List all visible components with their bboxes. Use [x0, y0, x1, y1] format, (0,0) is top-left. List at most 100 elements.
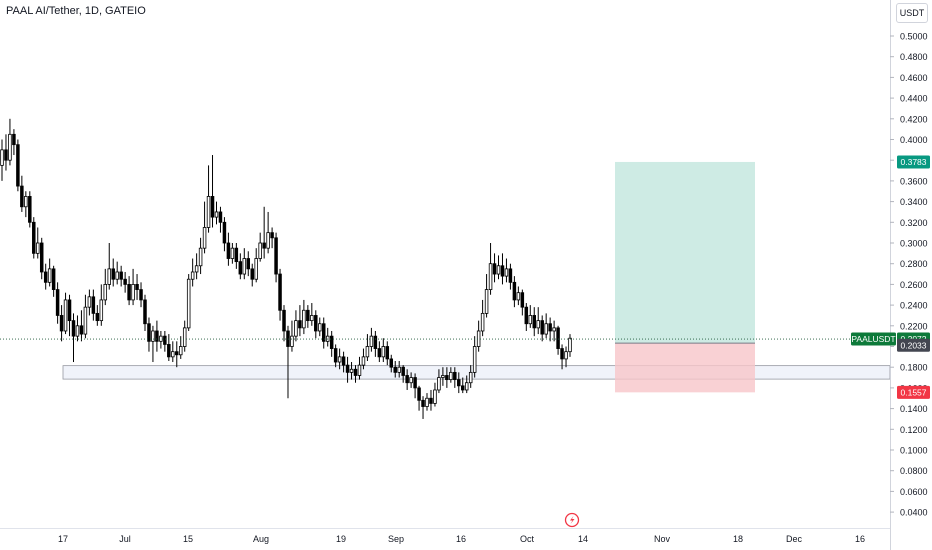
candle-body — [214, 211, 219, 218]
candle-body — [318, 323, 322, 332]
tradingview-logo-icon[interactable] — [564, 512, 580, 528]
candle-body — [270, 232, 274, 239]
x-tick-label: 14 — [578, 534, 588, 544]
candle-body — [520, 292, 525, 308]
x-tick-label: Aug — [253, 534, 269, 544]
candle-body — [39, 242, 44, 273]
x-tick-label: 15 — [183, 534, 193, 544]
candle-body — [377, 348, 382, 358]
candle — [480, 299, 485, 337]
candle-body — [480, 312, 485, 332]
candle — [43, 263, 48, 290]
candle-body — [163, 335, 167, 345]
candle — [123, 271, 127, 293]
candle — [91, 289, 96, 321]
price-axis[interactable]: 0.50000.48000.46000.44000.42000.40000.38… — [890, 32, 928, 518]
y-tick-label: 0.1400 — [900, 404, 928, 414]
candle-body — [147, 323, 151, 342]
candle — [51, 265, 56, 297]
candle-body — [210, 196, 215, 218]
candle — [294, 310, 298, 342]
candle-body — [464, 382, 469, 391]
candle — [564, 346, 568, 368]
candle-body — [369, 335, 374, 347]
loss-zone[interactable] — [615, 343, 755, 393]
candle-body — [111, 268, 115, 280]
candle-body — [337, 356, 342, 363]
candle-body — [20, 185, 24, 208]
x-tick-label: Dec — [786, 534, 803, 544]
candle — [568, 334, 572, 357]
profit-zone[interactable] — [615, 161, 755, 344]
candle — [449, 367, 453, 383]
candle-body — [425, 397, 429, 407]
y-tick-label: 0.2200 — [900, 321, 928, 331]
time-axis[interactable]: 17 Jul 15 Aug 19 Sep 16 Oct 14 Nov 18 Dec 16 — [58, 534, 865, 544]
candle-body — [171, 351, 175, 358]
candle — [186, 274, 191, 331]
candle-body — [99, 299, 104, 322]
candle-body — [532, 315, 537, 329]
candle-body — [123, 278, 127, 285]
candle-body — [103, 283, 108, 301]
candle — [175, 341, 179, 368]
candle — [8, 118, 12, 166]
currency-button[interactable]: USDT — [896, 3, 928, 23]
candle — [55, 282, 60, 324]
candle-body — [329, 335, 334, 349]
candle — [369, 327, 374, 352]
candle — [298, 305, 302, 337]
y-tick-label: 0.5000 — [900, 32, 928, 42]
candle-body — [71, 320, 76, 337]
candle — [12, 129, 16, 156]
candle — [500, 253, 505, 285]
candle-body — [32, 221, 36, 254]
candle — [488, 243, 493, 295]
candle — [528, 305, 533, 328]
candle — [171, 341, 175, 363]
candle-body — [548, 323, 552, 332]
candle — [278, 268, 282, 321]
candle — [560, 344, 564, 370]
stop-badge — [897, 385, 930, 399]
candle — [516, 286, 521, 306]
candle-body — [321, 323, 326, 342]
candle — [381, 338, 386, 363]
candle-body — [250, 268, 254, 280]
candle-body — [540, 320, 544, 335]
candle-body — [75, 325, 80, 337]
support-zone[interactable] — [62, 365, 891, 380]
candle-body — [135, 283, 139, 290]
candle-body — [468, 371, 473, 384]
candle-body — [202, 227, 207, 249]
candle-body — [218, 211, 223, 223]
candle-body — [306, 309, 310, 322]
candle — [413, 373, 417, 399]
candle — [385, 341, 390, 366]
candle-body — [333, 348, 338, 363]
candle-body — [453, 371, 457, 381]
candle — [425, 393, 429, 411]
candle-body — [294, 320, 298, 337]
candle-body — [373, 335, 378, 349]
candle — [266, 211, 270, 254]
x-tick-label: 16 — [456, 534, 466, 544]
candle-body — [230, 247, 235, 259]
candle-body — [139, 289, 143, 301]
candle-body — [441, 375, 445, 378]
x-tick-label: 18 — [733, 534, 743, 544]
x-tick-label: 19 — [336, 534, 346, 544]
candle — [35, 227, 40, 259]
candle-body — [28, 196, 32, 223]
y-tick-label: 0.4000 — [900, 135, 928, 145]
y-tick-label: 0.4600 — [900, 73, 928, 83]
candle — [504, 258, 509, 283]
candle — [496, 255, 501, 280]
candle — [492, 253, 497, 283]
y-tick-label: 0.0600 — [900, 487, 928, 497]
candle — [310, 303, 314, 326]
candle — [314, 310, 318, 339]
candle — [441, 367, 445, 386]
candle-body — [151, 330, 155, 342]
